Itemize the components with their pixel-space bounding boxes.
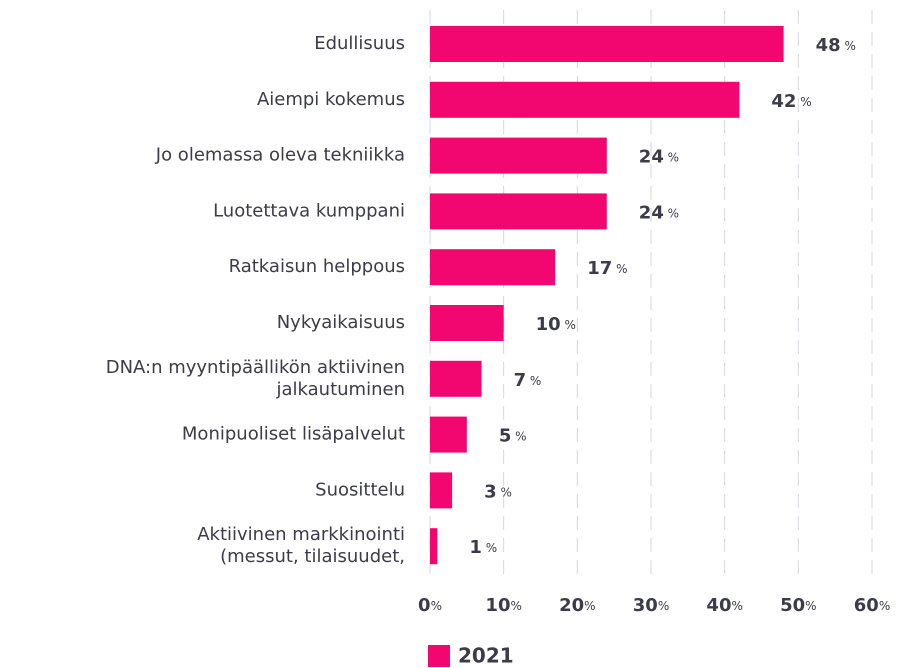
x-tick-label: 50% (780, 595, 816, 616)
category-label: Jo olemassa oleva tekniikka (155, 145, 405, 166)
bar (430, 305, 504, 341)
category-label: Luotettava kumppani (213, 200, 405, 221)
category-label: Ratkaisun helppous (229, 256, 405, 277)
bar (430, 26, 784, 62)
value-label: 24 % (639, 202, 679, 223)
bar (430, 360, 482, 397)
x-tick-label: 20% (559, 595, 595, 616)
bar (430, 193, 607, 230)
bar (430, 137, 607, 174)
bar (430, 81, 740, 118)
value-label: 1 % (469, 537, 497, 558)
legend-swatch (428, 645, 450, 667)
legend-label: 2021 (458, 644, 514, 668)
bar (430, 416, 467, 453)
value-label: 3 % (484, 481, 512, 502)
x-tick-label: 30% (633, 595, 669, 616)
category-label: Suosittelu (315, 479, 405, 500)
x-tick-label: 40% (706, 595, 742, 616)
value-label: 7 % (514, 370, 542, 391)
category-label: DNA:n myyntipäällikön aktiivinen jalkautu… (106, 357, 405, 400)
category-label: Edullisuus (314, 33, 405, 54)
value-label: 5 % (499, 426, 527, 447)
category-label: Monipuoliset lisäpalvelut (182, 424, 405, 445)
category-label: Nykyaikaisuus (277, 312, 405, 333)
category-label: Aiempi kokemus (257, 89, 405, 110)
bar (430, 249, 556, 286)
bar (430, 528, 438, 565)
value-label: 17 % (587, 258, 627, 279)
value-label: 24 % (639, 147, 679, 168)
x-tick-label: 10% (485, 595, 521, 616)
value-label: 10 % (536, 314, 576, 335)
x-tick-label: 60% (854, 595, 890, 616)
value-label: 42 % (771, 91, 811, 112)
x-tick-label: 0% (418, 595, 442, 616)
value-label: 48 % (816, 35, 856, 56)
bar (430, 472, 453, 509)
category-label: Aktiivinen markkinointi (messut, tilaisuu… (197, 524, 405, 567)
